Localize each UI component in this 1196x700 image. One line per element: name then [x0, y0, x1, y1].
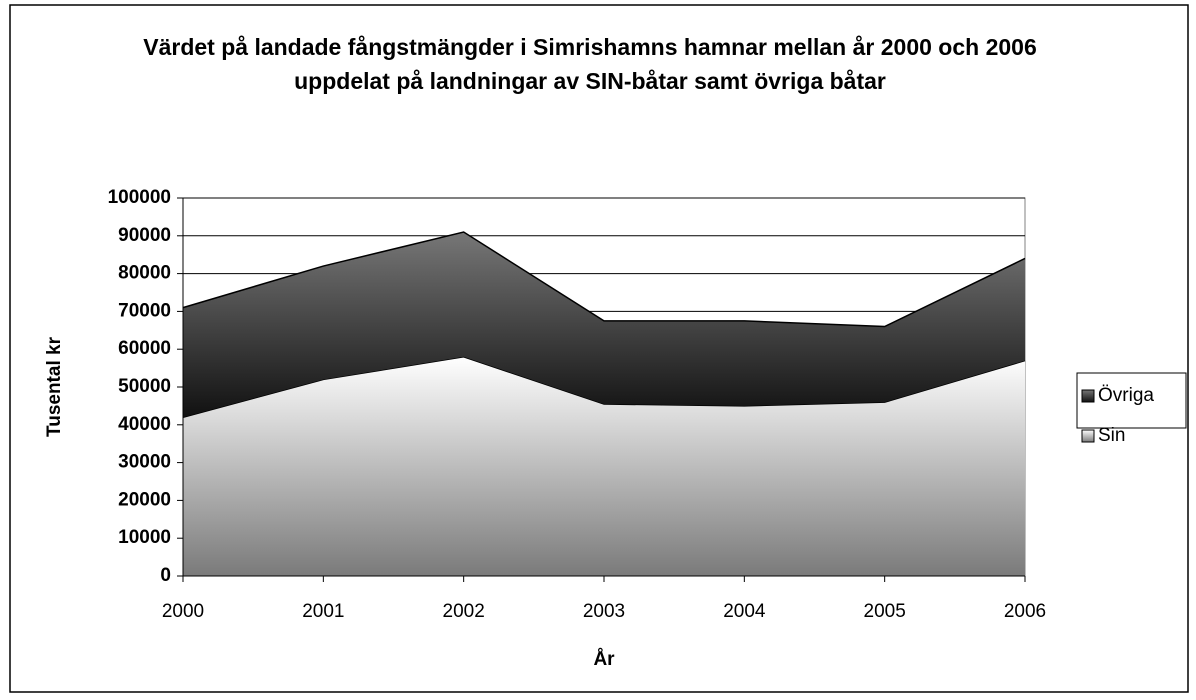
y-tick-label: 20000	[118, 489, 171, 510]
legend-swatch	[1081, 429, 1095, 443]
y-tick-label: 60000	[118, 338, 171, 359]
y-axis-title: Tusental kr	[44, 336, 65, 437]
legend-label: Sin	[1098, 425, 1125, 446]
area	[183, 356, 1025, 576]
legend-swatch	[1081, 389, 1095, 403]
y-tick-label: 100000	[108, 187, 171, 208]
x-tick-label: 2000	[162, 601, 204, 622]
y-tick-label: 40000	[118, 414, 171, 435]
y-tick-label: 0	[160, 565, 171, 586]
y-tick-label: 30000	[118, 452, 171, 473]
x-tick-label: 2002	[443, 601, 485, 622]
x-axis-title: År	[593, 649, 615, 670]
legend	[1076, 372, 1187, 429]
x-tick-label: 2004	[723, 601, 766, 622]
chart-title: Värdet på landade fångstmängder i Simris…	[143, 34, 1037, 94]
y-tick-label: 50000	[118, 376, 171, 397]
y-tick-label: 80000	[118, 263, 171, 284]
y-tick-label: 90000	[118, 225, 171, 246]
legend-label: Övriga	[1098, 385, 1154, 406]
x-tick-label: 2006	[1004, 601, 1046, 622]
y-tick-label: 10000	[118, 527, 171, 548]
area-edge	[182, 231, 1026, 328]
area	[183, 232, 1025, 418]
x-tick-label: 2001	[302, 601, 344, 622]
x-tick-label: 2005	[864, 601, 906, 622]
x-tick-label: 2003	[583, 601, 625, 622]
y-tick-label: 70000	[118, 300, 171, 321]
